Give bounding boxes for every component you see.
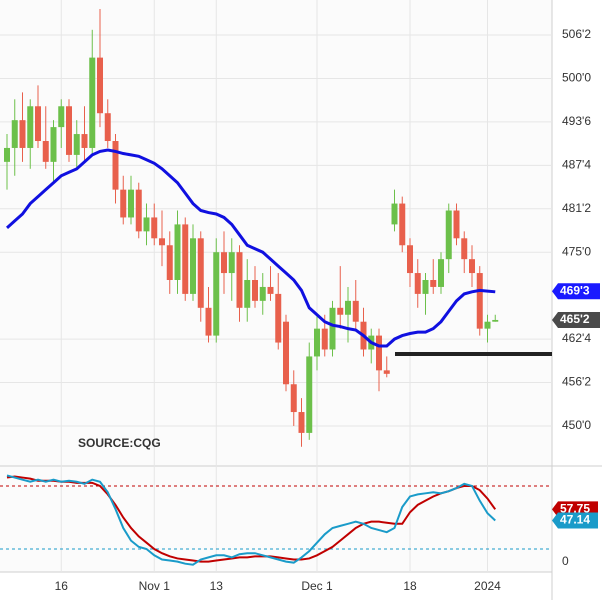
- candle-body: [469, 259, 475, 274]
- y-tick-label: 506'2: [562, 27, 591, 41]
- candle-body: [35, 106, 41, 142]
- candle-body: [236, 252, 243, 308]
- source-annotation: SOURCE:CQG: [78, 436, 161, 450]
- candle-body: [321, 328, 328, 350]
- candle-body: [383, 370, 390, 374]
- candle-body: [166, 245, 173, 281]
- candle-body: [97, 57, 103, 114]
- candle-body: [190, 238, 196, 294]
- candle-body: [120, 189, 127, 218]
- candle-body: [112, 141, 119, 190]
- candle-body: [376, 335, 382, 371]
- candle-body: [19, 120, 26, 148]
- candle-body: [275, 293, 282, 343]
- candle-body: [306, 356, 313, 433]
- candle-body: [182, 224, 189, 294]
- candle-body: [89, 57, 96, 148]
- candle-body: [298, 412, 305, 433]
- candle-body: [267, 286, 274, 294]
- candle-body: [329, 307, 336, 350]
- y-tick-label: 450'0: [562, 418, 591, 432]
- y-tick-label: 481'2: [562, 201, 591, 215]
- candle-body: [135, 189, 142, 232]
- candle-body: [50, 127, 57, 162]
- candle-body: [244, 280, 251, 308]
- candle-body: [151, 217, 158, 239]
- candle-body: [290, 384, 297, 413]
- candle-body: [492, 319, 499, 322]
- candle-body: [414, 273, 421, 294]
- candle-body: [461, 238, 468, 260]
- candle-body: [407, 245, 413, 274]
- price-tag-label: 465'2: [560, 312, 590, 326]
- y-tick-label: 0: [562, 554, 569, 568]
- candle-body: [337, 307, 344, 315]
- value-tag-label: 57.75: [560, 502, 590, 516]
- candle-body: [314, 328, 320, 357]
- price-tag-label: 469'3: [560, 283, 590, 297]
- y-tick-label: 500'0: [562, 71, 591, 85]
- candle-body: [104, 113, 111, 142]
- candle-body: [11, 120, 18, 148]
- candle-body: [73, 134, 80, 155]
- candle-body: [197, 238, 204, 308]
- candle-body: [391, 203, 398, 225]
- y-tick-label: 475'0: [562, 244, 591, 258]
- y-tick-label: 456'2: [562, 375, 591, 389]
- candle-body: [159, 238, 165, 246]
- candle-body: [228, 252, 235, 274]
- candle-body: [27, 106, 34, 148]
- candle-body: [283, 321, 289, 385]
- candle-body: [58, 106, 65, 128]
- candle-body: [128, 189, 134, 218]
- price-tag: [552, 283, 600, 300]
- candle-body: [174, 224, 181, 281]
- candle-body: [81, 134, 88, 148]
- x-tick-label: Nov 1: [139, 579, 171, 593]
- candle-body: [252, 280, 258, 301]
- y-tick-label: 493'6: [562, 114, 591, 128]
- candle-body: [430, 280, 437, 287]
- y-tick-label: 462'4: [562, 331, 591, 345]
- candle-body: [445, 210, 452, 260]
- candle-body: [221, 252, 227, 274]
- candle-body: [399, 203, 406, 246]
- indicator-line: [6, 474, 496, 566]
- x-tick-label: 16: [55, 579, 69, 593]
- candle-body: [205, 307, 212, 336]
- moving-average: [5, 148, 496, 348]
- y-tick-label: 487'4: [562, 158, 591, 172]
- candle-body: [259, 286, 266, 301]
- candle-body: [453, 210, 460, 239]
- x-tick-label: 18: [403, 579, 417, 593]
- price-tag: [552, 311, 600, 328]
- candle-body: [42, 141, 49, 162]
- x-tick-label: 13: [210, 579, 224, 593]
- value-tag: [552, 512, 598, 529]
- candle-body: [143, 217, 150, 232]
- candle-body: [4, 147, 10, 162]
- value-tag-label: 47.14: [560, 513, 590, 527]
- candle-body: [438, 259, 444, 287]
- candle-body: [213, 252, 220, 336]
- candle-body: [422, 280, 429, 294]
- x-tick-label: Dec 1: [301, 579, 333, 593]
- candle-body: [484, 321, 491, 329]
- candle-body: [345, 300, 351, 315]
- candle-body: [66, 106, 72, 155]
- candle-body: [352, 300, 359, 322]
- candle-body: [476, 273, 483, 329]
- x-tick-label: 2024: [474, 579, 501, 593]
